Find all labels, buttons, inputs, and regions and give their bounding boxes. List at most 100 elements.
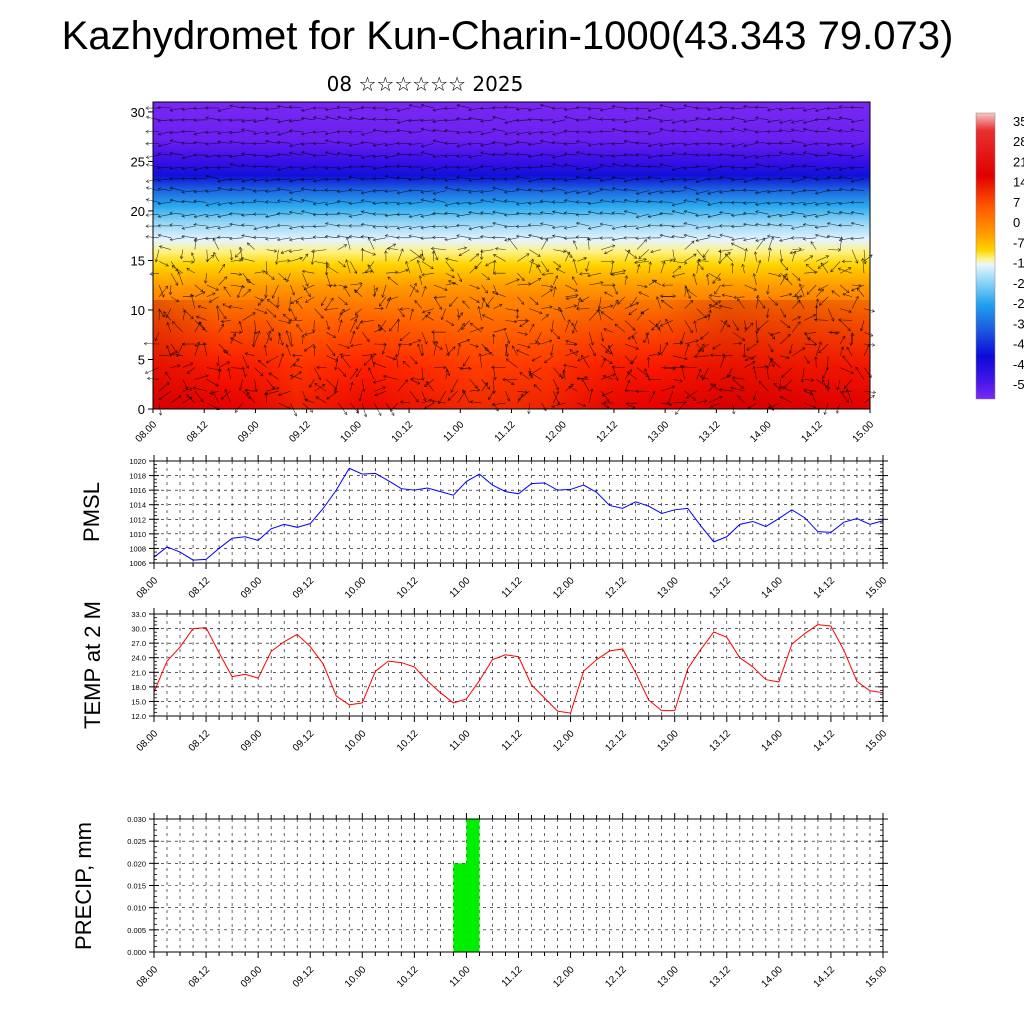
- wind-vector-head: [265, 225, 269, 230]
- wind-vector-head: [790, 164, 795, 168]
- wind-vector-head: [420, 198, 425, 202]
- wind-vector: [400, 401, 410, 404]
- wind-vector-head: [325, 115, 329, 120]
- wind-vector: [671, 152, 685, 156]
- wind-vector: [805, 263, 817, 274]
- wind-vector-head: [396, 176, 400, 180]
- wind-vector-head: [408, 234, 412, 238]
- wind-vector-head: [299, 256, 303, 261]
- wind-vector-head: [850, 166, 854, 170]
- wind-vector: [361, 154, 375, 159]
- wind-vector-head: [432, 108, 436, 112]
- y-tick-label: 0.030: [127, 815, 146, 824]
- wind-vector-head: [374, 393, 378, 397]
- wind-vector: [600, 212, 614, 215]
- wind-vector: [385, 355, 396, 360]
- wind-vector-head: [632, 327, 636, 331]
- wind-vector-head: [447, 397, 452, 401]
- wind-vector-head: [788, 350, 793, 355]
- wind-vector: [506, 358, 518, 368]
- wind-vector-head: [786, 355, 790, 360]
- wind-vector: [468, 143, 482, 145]
- wind-vector: [495, 248, 506, 250]
- wind-vector-head: [589, 388, 594, 392]
- wind-vector-head: [727, 324, 731, 328]
- wind-vector: [387, 247, 399, 250]
- wind-vector-head: [515, 152, 520, 156]
- wind-vector-head: [855, 295, 859, 300]
- wind-vector: [598, 296, 602, 309]
- wind-vector: [265, 140, 279, 144]
- wind-vector: [659, 213, 673, 215]
- wind-vector-head: [789, 250, 794, 255]
- wind-vector-head: [372, 361, 377, 366]
- wind-vector-head: [790, 139, 795, 144]
- wind-vector-head: [432, 235, 436, 240]
- wind-vector-head: [384, 201, 388, 205]
- wind-vector-head: [459, 312, 463, 316]
- wind-vector-head: [779, 258, 784, 263]
- wind-vector-head: [416, 381, 421, 385]
- wind-vector-head: [838, 175, 843, 180]
- wind-vector: [631, 355, 638, 364]
- x-tick-label: 11.00: [448, 964, 473, 989]
- wind-vector-head: [766, 164, 771, 169]
- wind-vector: [810, 241, 817, 250]
- wind-vector-head: [539, 130, 544, 135]
- wind-vector-head: [696, 258, 701, 262]
- wind-vector-head: [348, 116, 353, 120]
- wind-vector-head: [265, 154, 269, 159]
- wind-vector-head: [563, 190, 568, 195]
- wind-vector: [612, 284, 618, 295]
- wind-vector: [827, 143, 841, 146]
- wind-vector-head: [238, 246, 243, 251]
- wind-vector-head: [647, 108, 652, 112]
- wind-vector: [469, 253, 479, 262]
- wind-vector-head: [752, 361, 756, 365]
- wind-vector-head: [709, 404, 714, 408]
- wind-vector: [612, 128, 626, 132]
- wind-vector-head: [575, 175, 580, 180]
- wind-vector-head: [504, 199, 508, 203]
- wind-vector-head: [307, 293, 311, 298]
- wind-vector-head: [492, 221, 496, 226]
- wind-vector: [277, 166, 291, 171]
- wind-vector: [576, 213, 590, 216]
- wind-vector-head: [238, 272, 243, 277]
- wind-vector: [684, 286, 687, 297]
- wind-vector-head: [635, 116, 639, 121]
- wind-vector: [230, 337, 243, 345]
- wind-vector: [338, 261, 346, 268]
- wind-vector: [170, 237, 183, 241]
- wind-vector-head: [268, 337, 272, 341]
- wind-vector: [600, 178, 614, 182]
- wind-vector-head: [766, 201, 771, 205]
- wind-vector-head: [288, 129, 293, 133]
- wind-vector: [346, 259, 351, 274]
- wind-vector-head: [247, 289, 251, 293]
- wind-vector-head: [647, 155, 652, 159]
- wind-vector: [222, 303, 231, 309]
- wind-vector-head: [432, 119, 436, 124]
- wind-vector-head: [221, 263, 225, 268]
- wind-vector-head: [427, 311, 431, 315]
- wind-vector-head: [683, 166, 687, 170]
- wind-vector: [565, 351, 579, 357]
- wind-vector: [368, 237, 375, 250]
- wind-vector-head: [555, 386, 559, 391]
- wind-vector: [580, 296, 590, 302]
- wind-vector-head: [650, 249, 654, 254]
- wind-vector: [755, 154, 769, 158]
- wind-vector: [720, 375, 731, 380]
- wind-vector: [326, 355, 339, 362]
- wind-vector: [480, 249, 494, 252]
- wind-vector: [301, 166, 315, 170]
- wind-vector: [182, 225, 195, 229]
- wind-vector: [541, 238, 548, 250]
- wind-vector: [604, 249, 614, 254]
- wind-vector: [158, 153, 171, 156]
- wind-vector-head: [290, 300, 294, 304]
- wind-vector-head: [238, 330, 243, 335]
- wind-vector-head: [145, 186, 150, 190]
- wind-vector-head: [216, 363, 220, 367]
